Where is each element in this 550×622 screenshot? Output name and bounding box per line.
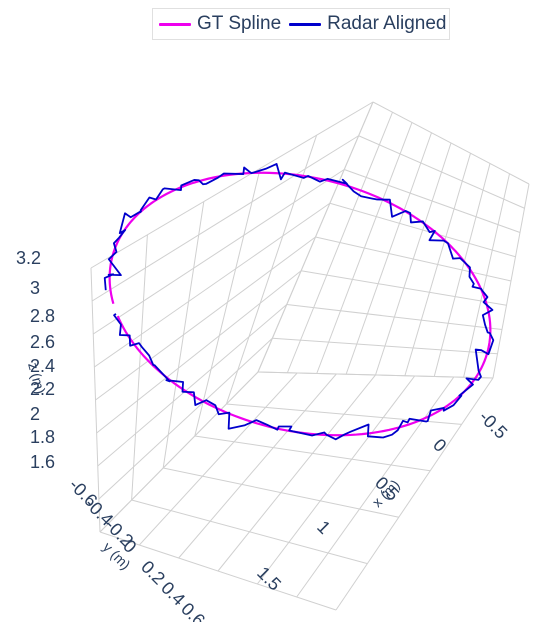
chart-grid [90,101,530,611]
grid-line-back-z [301,270,507,306]
grid-line-floor-y [296,376,455,598]
grid-line-floor-y [256,375,416,585]
grid-line-back-z [329,202,516,258]
grid-line-floor-y [99,371,259,533]
grid-line-left-x [162,201,205,469]
z-tick-label: 2.6 [30,332,55,352]
z-tick-label: 1.6 [30,452,55,472]
grid-line-left-z [92,169,345,335]
z-axis-title: z (m) [25,361,49,396]
legend-label-radar-aligned: Radar Aligned [327,13,447,34]
z-tick-label: 3.2 [16,248,41,268]
series-gt-spline [108,171,492,437]
grid-line-left-x [225,135,318,405]
grid-line-left-z [90,101,374,269]
grid-line-left-z [96,270,302,434]
z-tick-label: 2 [30,404,40,424]
z-tick-label: 2.8 [30,306,55,326]
grid-line-left-x [90,267,101,533]
grid-line-left-z [91,135,359,302]
grid-line-back-z [315,236,512,282]
chart-tick-labels: 1.61.822.22.42.62.833.2-0.6-0.4-0.200.20… [16,248,511,622]
grid-line-back-z [358,135,525,209]
grid-line-left-x [194,168,261,437]
legend-swatch-radar-aligned [289,22,322,26]
grid-line-left-z [97,304,288,467]
grid-line-floor-y [178,373,337,559]
legend-swatch-gt-spline [159,22,191,26]
x-tick-label: 1 [313,517,334,538]
chart-series [103,163,495,441]
series-radar-aligned [103,163,495,441]
grid-line-floor-y [335,377,494,611]
z-tick-label: 2.4 [30,356,55,376]
grid-line-left-z [98,337,273,500]
grid-line-back-z [286,304,503,330]
z-tick-label: 2.2 [30,379,55,399]
grid-line-floor-y [217,374,376,572]
grid-line-back-z [372,101,530,185]
x-tick-label: -0.5 [475,407,511,443]
grid-line-left-z [94,202,331,368]
grid-line-left-x [131,234,148,501]
grid-line-floor-y [138,372,298,546]
legend-label-gt-spline: GT Spline [197,13,282,34]
grid-line-back-z [344,169,521,233]
grid-line-back-z [272,337,498,355]
z-tick-label: 1.8 [30,427,55,447]
legend-item-gt-spline[interactable]: GT Spline [159,13,281,35]
z-tick-label: 3 [30,278,40,298]
chart-legend: GT Spline Radar Aligned [152,8,450,40]
legend-item-radar-aligned[interactable]: Radar Aligned [289,13,447,35]
grid-line-left-z [95,236,316,401]
x-tick-label: 1.5 [253,563,285,595]
